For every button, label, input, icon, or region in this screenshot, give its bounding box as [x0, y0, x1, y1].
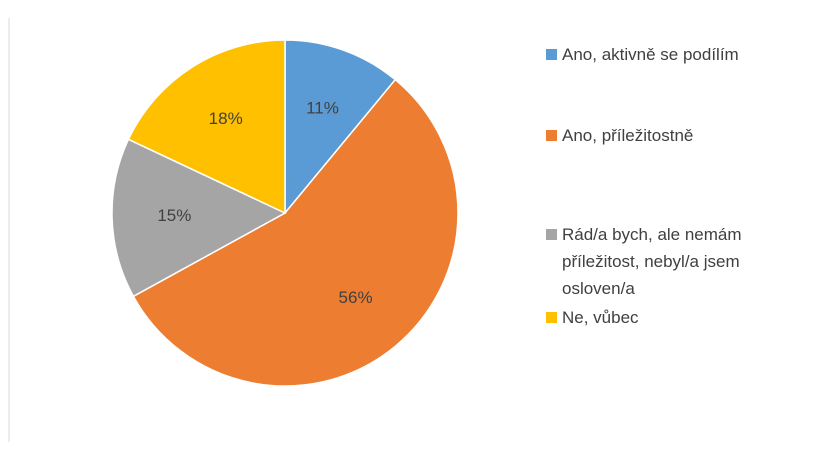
legend-swatch — [546, 130, 557, 141]
data-label: 11% — [306, 98, 339, 117]
pie-slice — [132, 78, 459, 387]
legend-item: Ne, vůbec — [546, 304, 806, 331]
data-label: 15% — [157, 206, 191, 225]
pie-slice — [284, 39, 397, 216]
pie-slice — [127, 39, 286, 215]
legend-label: Rád/a bych, ale nemám příležitost, nebyl… — [562, 225, 742, 298]
data-label: 56% — [339, 288, 373, 307]
legend-swatch — [546, 312, 557, 323]
legend-item: Ano, aktivně se podílím — [546, 41, 806, 68]
data-label: 18% — [209, 109, 243, 128]
legend-label: Ano, příležitostně — [562, 126, 694, 145]
legend-label: Ne, vůbec — [562, 308, 639, 327]
legend-label: Ano, aktivně se podílím — [562, 45, 739, 64]
legend-item: Ano, příležitostně — [546, 122, 806, 149]
legend-item: Rád/a bych, ale nemám příležitost, nebyl… — [546, 221, 806, 302]
legend-swatch — [546, 49, 557, 60]
legend-swatch — [546, 229, 557, 240]
pie-slice — [111, 138, 287, 298]
